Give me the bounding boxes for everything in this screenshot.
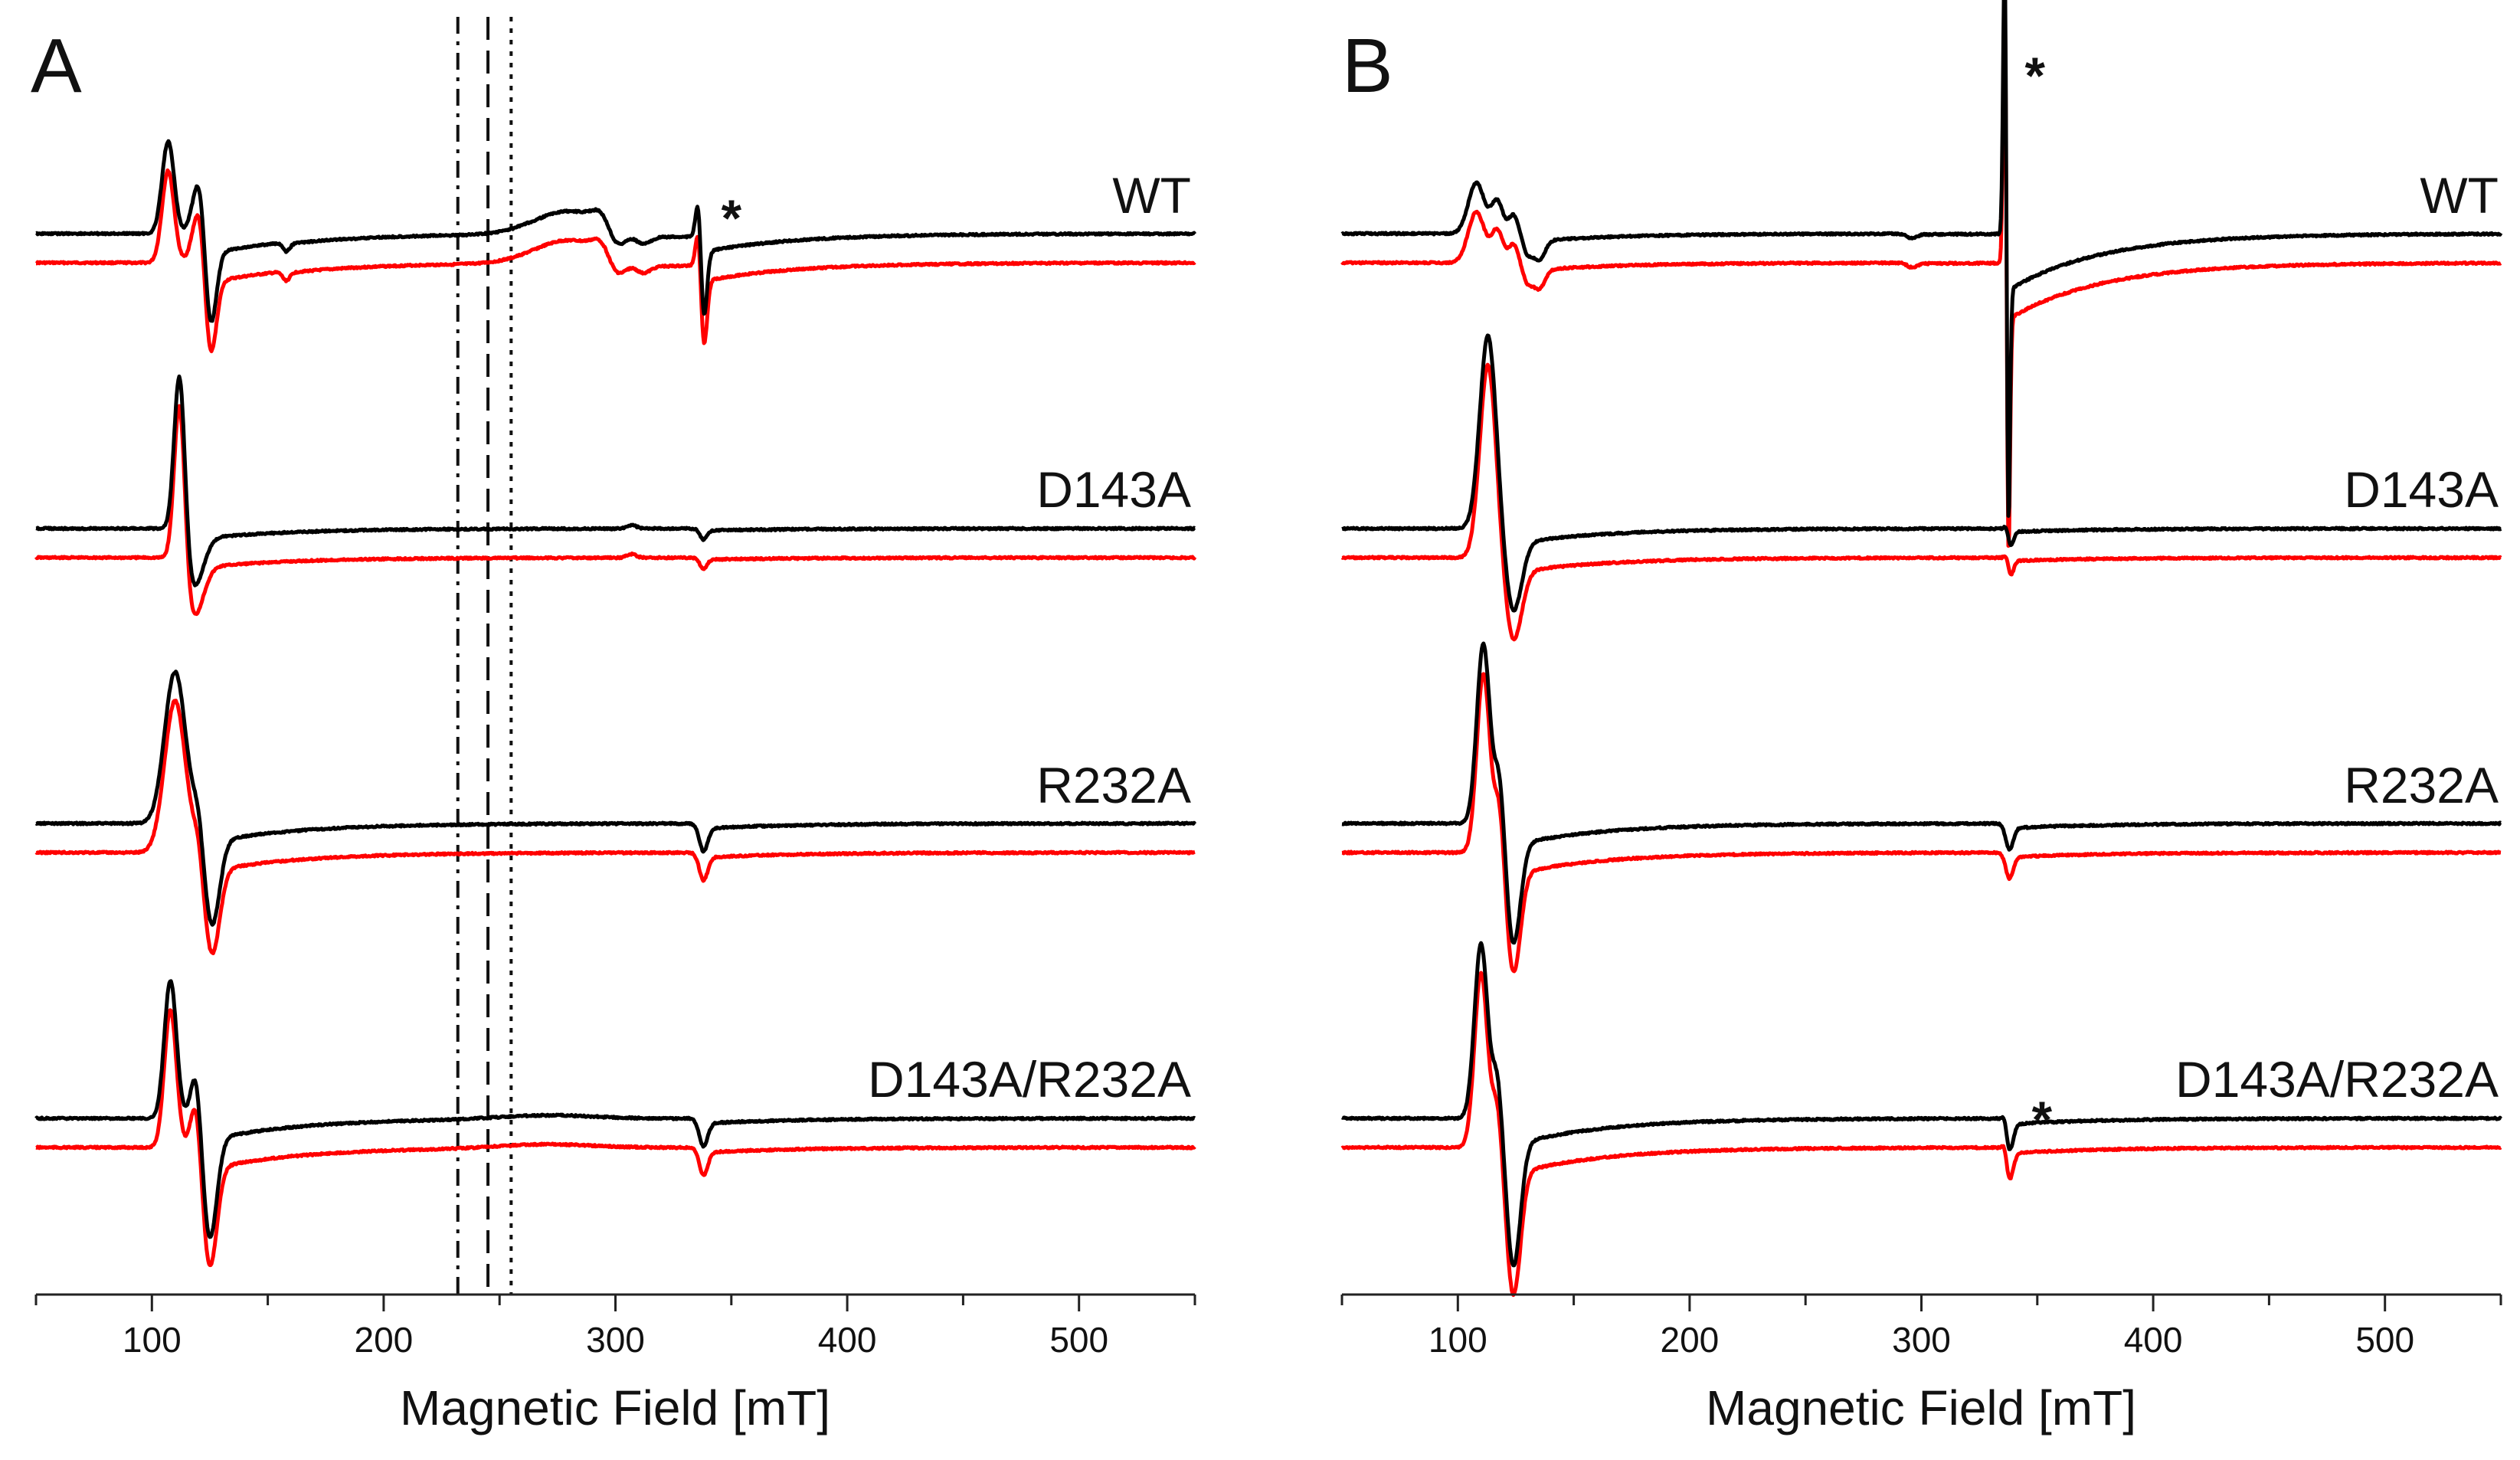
trace-d143a-red (1340, 362, 2502, 642)
trace-r232a-black (34, 669, 1197, 927)
trace-d143a-r232a-black (1340, 941, 2502, 1268)
panel-b-traces (1340, 0, 2503, 1298)
x-tick-label: 400 (2124, 1320, 2183, 1360)
panel-a-reference-lines (456, 17, 513, 1295)
asterisk-marker: * (2032, 1091, 2053, 1149)
panel-a-x-ticks: 100 200 300 400 500 (34, 1295, 1196, 1360)
x-tick-label: 400 (818, 1320, 877, 1360)
panel-a-traces (34, 139, 1197, 1268)
trace-wt-red (34, 168, 1196, 354)
trace-d143a-black (1340, 333, 2502, 613)
asterisk-marker: * (722, 189, 742, 247)
trace-label-d143a-r232a: D143A/R232A (868, 1051, 1191, 1108)
asterisk-marker: * (2025, 47, 2046, 105)
panel-b: B WT * D143A R232A D143A/R232A * 100 200 300 400… (1340, 0, 2503, 1435)
x-tick-label: 300 (586, 1320, 645, 1360)
trace-label-d143a: D143A (2344, 461, 2499, 518)
x-tick-label: 100 (1429, 1320, 1487, 1360)
trace-r232a-red (1340, 672, 2502, 974)
panel-b-x-ticks: 100 200 300 400 500 (1340, 1295, 2502, 1360)
x-tick-label: 300 (1892, 1320, 1951, 1360)
trace-label-r232a: R232A (1036, 757, 1191, 813)
panel-a-letter: A (31, 23, 82, 109)
x-tick-label: 500 (2355, 1320, 2414, 1360)
x-tick-label: 200 (1661, 1320, 1720, 1360)
trace-d143a-r232a-red (1340, 971, 2502, 1298)
panel-a-trace-labels: WT * D143A R232A D143A/R232A (722, 167, 1191, 1108)
trace-label-wt: WT (2420, 167, 2499, 224)
panel-a-x-axis-label: Magnetic Field [mT] (400, 1380, 830, 1435)
x-tick-label: 500 (1049, 1320, 1108, 1360)
trace-label-d143a: D143A (1036, 461, 1191, 518)
trace-d143a-r232a-black (34, 979, 1196, 1239)
trace-label-d143a-r232a: D143A/R232A (2175, 1051, 2499, 1108)
x-tick-label: 200 (355, 1320, 414, 1360)
panel-b-trace-labels: WT * D143A R232A D143A/R232A * (2025, 47, 2499, 1149)
x-tick-label: 100 (123, 1320, 182, 1360)
trace-d143a-r232a-red (34, 1008, 1196, 1268)
trace-r232a-black (1340, 641, 2502, 945)
panel-b-letter: B (1342, 23, 1393, 109)
trace-wt-black (1340, 0, 2503, 518)
trace-d143a-red (34, 404, 1197, 617)
trace-wt-red (1340, 0, 2502, 548)
trace-label-wt: WT (1112, 167, 1191, 224)
panel-a: A WT * D143A R232A D143A/R232A 100 200 300 400 5… (31, 17, 1197, 1435)
trace-label-r232a: R232A (2344, 757, 2499, 813)
trace-d143a-black (34, 374, 1196, 588)
trace-wt-black (34, 139, 1197, 323)
trace-r232a-red (34, 699, 1196, 955)
panel-b-x-axis-label: Magnetic Field [mT] (1706, 1380, 2136, 1435)
